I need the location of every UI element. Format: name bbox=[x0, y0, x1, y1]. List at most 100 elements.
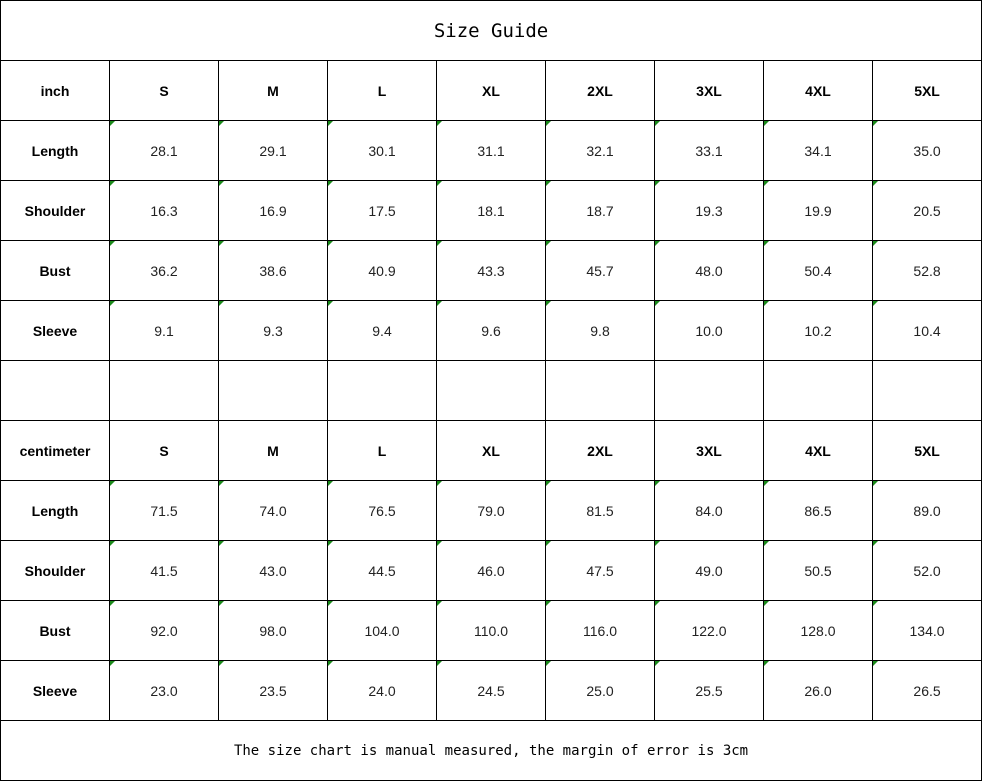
measurement-value: 86.5 bbox=[763, 480, 873, 541]
measurement-value: 16.3 bbox=[109, 180, 219, 241]
measurement-value: 49.0 bbox=[654, 540, 764, 601]
size-header: S bbox=[109, 60, 219, 121]
measurement-label: Sleeve bbox=[0, 660, 110, 721]
measurement-value: 79.0 bbox=[436, 480, 546, 541]
measurement-value: 48.0 bbox=[654, 240, 764, 301]
measurement-value: 81.5 bbox=[545, 480, 655, 541]
measurement-value: 9.4 bbox=[327, 300, 437, 361]
measurement-value: 31.1 bbox=[436, 120, 546, 181]
measurement-value: 38.6 bbox=[218, 240, 328, 301]
spacer-row bbox=[0, 360, 983, 421]
measurement-label: Sleeve bbox=[0, 300, 110, 361]
measurement-value: 76.5 bbox=[327, 480, 437, 541]
size-header: L bbox=[327, 420, 437, 481]
measurement-value: 18.1 bbox=[436, 180, 546, 241]
measurement-value: 20.5 bbox=[871, 180, 983, 241]
measurement-value: 10.4 bbox=[871, 300, 983, 361]
table-row: Shoulder 16.3 16.9 17.5 18.1 18.7 19.3 19.9 20.5 bbox=[0, 180, 983, 241]
measurement-label: Length bbox=[0, 120, 110, 181]
measurement-note: The size chart is manual measured, the m… bbox=[0, 720, 983, 781]
header-row: centimeter S M L XL 2XL 3XL 4XL 5XL bbox=[0, 420, 983, 481]
measurement-value: 36.2 bbox=[109, 240, 219, 301]
measurement-value: 41.5 bbox=[109, 540, 219, 601]
size-header: M bbox=[218, 60, 328, 121]
measurement-value: 84.0 bbox=[654, 480, 764, 541]
measurement-value: 32.1 bbox=[545, 120, 655, 181]
size-header: 5XL bbox=[871, 420, 983, 481]
measurement-value: 116.0 bbox=[545, 600, 655, 661]
size-header: 5XL bbox=[871, 60, 983, 121]
empty-cell bbox=[654, 360, 764, 421]
measurement-value: 110.0 bbox=[436, 600, 546, 661]
empty-cell bbox=[871, 360, 983, 421]
table-row: Shoulder 41.5 43.0 44.5 46.0 47.5 49.0 50.5 52.0 bbox=[0, 540, 983, 601]
empty-cell bbox=[0, 360, 110, 421]
measurement-value: 24.0 bbox=[327, 660, 437, 721]
measurement-value: 98.0 bbox=[218, 600, 328, 661]
measurement-value: 45.7 bbox=[545, 240, 655, 301]
measurement-value: 26.5 bbox=[871, 660, 983, 721]
table-row: Sleeve 23.0 23.5 24.0 24.5 25.0 25.5 26.0 26.5 bbox=[0, 660, 983, 721]
measurement-value: 46.0 bbox=[436, 540, 546, 601]
measurement-label: Bust bbox=[0, 600, 110, 661]
empty-cell bbox=[218, 360, 328, 421]
size-header: 3XL bbox=[654, 60, 764, 121]
table-title: Size Guide bbox=[0, 0, 983, 61]
measurement-value: 52.8 bbox=[871, 240, 983, 301]
measurement-value: 23.5 bbox=[218, 660, 328, 721]
size-header: S bbox=[109, 420, 219, 481]
measurement-value: 9.6 bbox=[436, 300, 546, 361]
empty-cell bbox=[327, 360, 437, 421]
measurement-value: 74.0 bbox=[218, 480, 328, 541]
measurement-value: 28.1 bbox=[109, 120, 219, 181]
measurement-value: 35.0 bbox=[871, 120, 983, 181]
size-header: 3XL bbox=[654, 420, 764, 481]
size-header: XL bbox=[436, 60, 546, 121]
measurement-value: 92.0 bbox=[109, 600, 219, 661]
unit-header: centimeter bbox=[0, 420, 110, 481]
empty-cell bbox=[763, 360, 873, 421]
measurement-value: 10.0 bbox=[654, 300, 764, 361]
table-row: Sleeve 9.1 9.3 9.4 9.6 9.8 10.0 10.2 10.4 bbox=[0, 300, 983, 361]
measurement-value: 9.3 bbox=[218, 300, 328, 361]
measurement-value: 50.5 bbox=[763, 540, 873, 601]
unit-header: inch bbox=[0, 60, 110, 121]
measurement-value: 10.2 bbox=[763, 300, 873, 361]
empty-cell bbox=[436, 360, 546, 421]
measurement-value: 34.1 bbox=[763, 120, 873, 181]
measurement-value: 43.0 bbox=[218, 540, 328, 601]
measurement-value: 47.5 bbox=[545, 540, 655, 601]
measurement-value: 24.5 bbox=[436, 660, 546, 721]
table-row: Length 71.5 74.0 76.5 79.0 81.5 84.0 86.5 89.0 bbox=[0, 480, 983, 541]
title-row: Size Guide bbox=[0, 0, 983, 61]
size-header: M bbox=[218, 420, 328, 481]
measurement-value: 104.0 bbox=[327, 600, 437, 661]
size-header: L bbox=[327, 60, 437, 121]
table-row: Bust 36.2 38.6 40.9 43.3 45.7 48.0 50.4 52.8 bbox=[0, 240, 983, 301]
measurement-value: 26.0 bbox=[763, 660, 873, 721]
measurement-value: 33.1 bbox=[654, 120, 764, 181]
measurement-value: 18.7 bbox=[545, 180, 655, 241]
measurement-value: 25.0 bbox=[545, 660, 655, 721]
measurement-value: 9.8 bbox=[545, 300, 655, 361]
header-row: inch S M L XL 2XL 3XL 4XL 5XL bbox=[0, 60, 983, 121]
measurement-value: 134.0 bbox=[871, 600, 983, 661]
measurement-value: 50.4 bbox=[763, 240, 873, 301]
empty-cell bbox=[109, 360, 219, 421]
size-header: 4XL bbox=[763, 60, 873, 121]
size-header: 2XL bbox=[545, 420, 655, 481]
measurement-value: 29.1 bbox=[218, 120, 328, 181]
size-header: XL bbox=[436, 420, 546, 481]
size-header: 2XL bbox=[545, 60, 655, 121]
measurement-label: Shoulder bbox=[0, 180, 110, 241]
table-row: Length 28.1 29.1 30.1 31.1 32.1 33.1 34.1 35.0 bbox=[0, 120, 983, 181]
measurement-value: 19.9 bbox=[763, 180, 873, 241]
measurement-value: 128.0 bbox=[763, 600, 873, 661]
note-row: The size chart is manual measured, the m… bbox=[0, 720, 983, 781]
measurement-value: 17.5 bbox=[327, 180, 437, 241]
measurement-value: 16.9 bbox=[218, 180, 328, 241]
measurement-value: 122.0 bbox=[654, 600, 764, 661]
empty-cell bbox=[545, 360, 655, 421]
measurement-value: 30.1 bbox=[327, 120, 437, 181]
